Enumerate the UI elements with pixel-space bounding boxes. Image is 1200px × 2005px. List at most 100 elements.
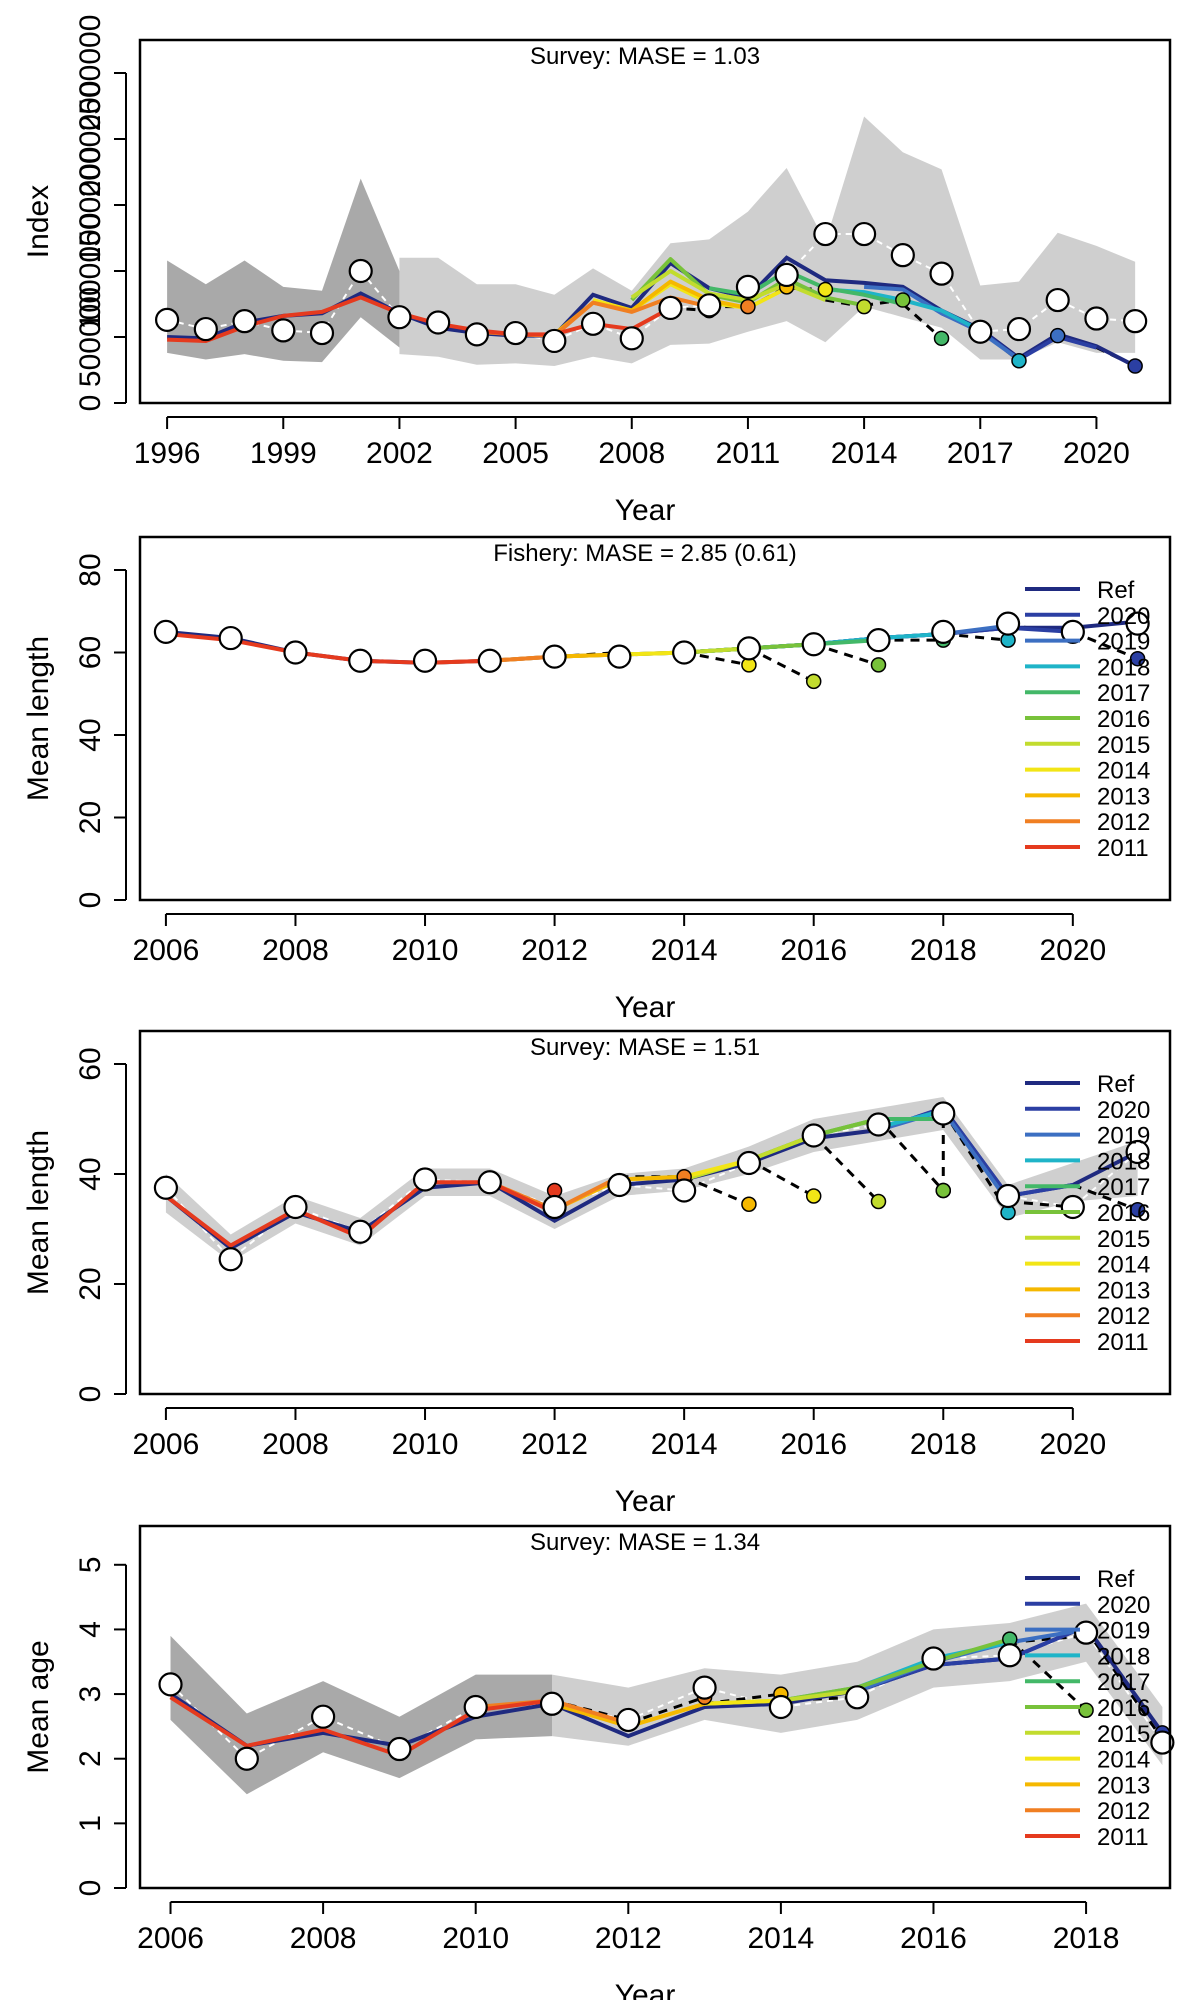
observed-point — [348, 1219, 373, 1244]
legend: Ref2020201920182017201620152014201320122… — [1025, 1071, 1150, 1356]
x-tick-label: 2020 — [1039, 934, 1106, 967]
observed-point — [931, 619, 956, 644]
observed-point — [311, 1704, 336, 1729]
plot-frame — [138, 38, 1172, 405]
y-tick-label: 1 — [74, 1815, 107, 1832]
y-tick-label: 2500000 — [74, 15, 107, 132]
y-tick-label: 1000000 — [74, 213, 107, 330]
observed-point — [672, 640, 697, 665]
series-line-2011 — [165, 631, 490, 665]
prediction-link-2012 — [627, 1695, 706, 1725]
legend-label-2017: 2017 — [1097, 1174, 1150, 1201]
series-line-2019 — [863, 284, 1021, 362]
legend-label-2013: 2013 — [1097, 783, 1150, 810]
observed-point — [851, 221, 877, 247]
observed-point — [968, 319, 993, 344]
prediction-link-2014 — [683, 651, 750, 667]
legend-label-2013: 2013 — [1097, 1772, 1150, 1799]
uncertainty-band-dark — [170, 1635, 552, 1795]
observed-point — [155, 307, 180, 332]
observed-point — [232, 309, 257, 334]
x-axis-label: Year — [615, 494, 676, 527]
observed-point — [426, 310, 451, 335]
y-tick-label: 60 — [74, 1047, 107, 1080]
observed-point — [929, 261, 954, 286]
legend: Ref2020201920182017201620152014201320122… — [1025, 1566, 1150, 1851]
prediction-point-2019 — [1049, 327, 1066, 344]
x-tick-label: 2016 — [780, 1428, 847, 1461]
x-tick-label: 2016 — [780, 934, 847, 967]
prediction-point-2016 — [895, 292, 911, 308]
legend: Ref2020201920182017201620152014201320122… — [1025, 577, 1150, 862]
observed-point — [218, 1247, 243, 1272]
y-tick-label: 0 — [74, 395, 107, 412]
prediction-link-2017 — [901, 302, 943, 340]
legend-label-2020: 2020 — [1097, 1592, 1150, 1619]
prediction-point-2014 — [817, 281, 834, 298]
x-tick-label: 1999 — [250, 437, 317, 470]
legend-label-2014: 2014 — [1097, 758, 1150, 785]
plot-frame — [138, 535, 1172, 902]
legend-label-2014: 2014 — [1097, 1747, 1150, 1774]
legend-label-2016: 2016 — [1097, 1200, 1150, 1227]
y-tick-label: 80 — [74, 553, 107, 586]
legend-label-2020: 2020 — [1097, 1097, 1150, 1124]
prediction-link-2020 — [1072, 630, 1139, 661]
x-tick-label: 2006 — [133, 934, 200, 967]
legend-label-2012: 2012 — [1097, 1798, 1150, 1825]
plot-frame — [138, 1524, 1172, 1890]
x-tick-label: 2020 — [1063, 437, 1130, 470]
prediction-link-2018 — [943, 632, 1009, 642]
legend-label-2011: 2011 — [1097, 835, 1149, 862]
legend-label-2016: 2016 — [1097, 706, 1150, 733]
prediction-point-2014 — [805, 1188, 822, 1204]
panel-title: Survey: MASE = 1.34 — [530, 1529, 760, 1556]
y-axis-label: Mean length — [22, 636, 55, 801]
observed-line — [166, 233, 1136, 343]
x-tick-label: 2012 — [595, 1922, 662, 1955]
observed-point — [1123, 309, 1148, 334]
observed-point — [768, 1694, 793, 1720]
observed-point — [845, 1685, 870, 1710]
observed-point — [1060, 1194, 1085, 1220]
x-tick-label: 2014 — [651, 934, 718, 967]
x-tick-label: 2017 — [947, 437, 1014, 470]
y-tick-label: 0 — [74, 1386, 107, 1403]
observed-point — [658, 295, 683, 321]
x-tick-label: 2014 — [831, 437, 898, 470]
observed-point — [153, 619, 179, 644]
observed-point — [542, 1194, 567, 1220]
panel-title: Survey: MASE = 1.51 — [530, 1034, 760, 1061]
observed-point — [348, 648, 373, 673]
x-tick-label: 2005 — [482, 437, 549, 470]
prediction-link-2016 — [877, 1117, 945, 1192]
prediction-link-2015 — [748, 647, 815, 683]
x-tick-label: 2018 — [910, 1428, 977, 1461]
x-tick-label: 2012 — [521, 1428, 588, 1461]
observed-point — [503, 320, 528, 346]
prediction-point-2020 — [1127, 358, 1143, 374]
legend-label-2016: 2016 — [1097, 1695, 1150, 1722]
panel-title: Survey: MASE = 1.03 — [530, 43, 760, 70]
observed-point — [866, 628, 891, 653]
x-tick-label: 2016 — [900, 1922, 967, 1955]
prediction-link-2019 — [1084, 1628, 1164, 1741]
observed-point — [1125, 1139, 1150, 1165]
observed-point — [1150, 1730, 1175, 1755]
y-tick-label: 5 — [74, 1556, 107, 1573]
observed-point — [387, 305, 412, 330]
panel-2: Fishery: MASE = 2.85 (0.61) 2006 2008 2010 2… — [22, 535, 1172, 1024]
observed-point — [735, 274, 761, 299]
observed-point — [1084, 306, 1109, 331]
observed-point — [477, 1170, 502, 1195]
legend-label-ref: Ref — [1097, 1566, 1135, 1593]
observed-point — [801, 632, 826, 657]
observed-point — [736, 636, 762, 661]
x-tick-label: 2010 — [442, 1922, 509, 1955]
legend-label-2017: 2017 — [1097, 680, 1150, 707]
prediction-point-2016 — [935, 1182, 952, 1199]
